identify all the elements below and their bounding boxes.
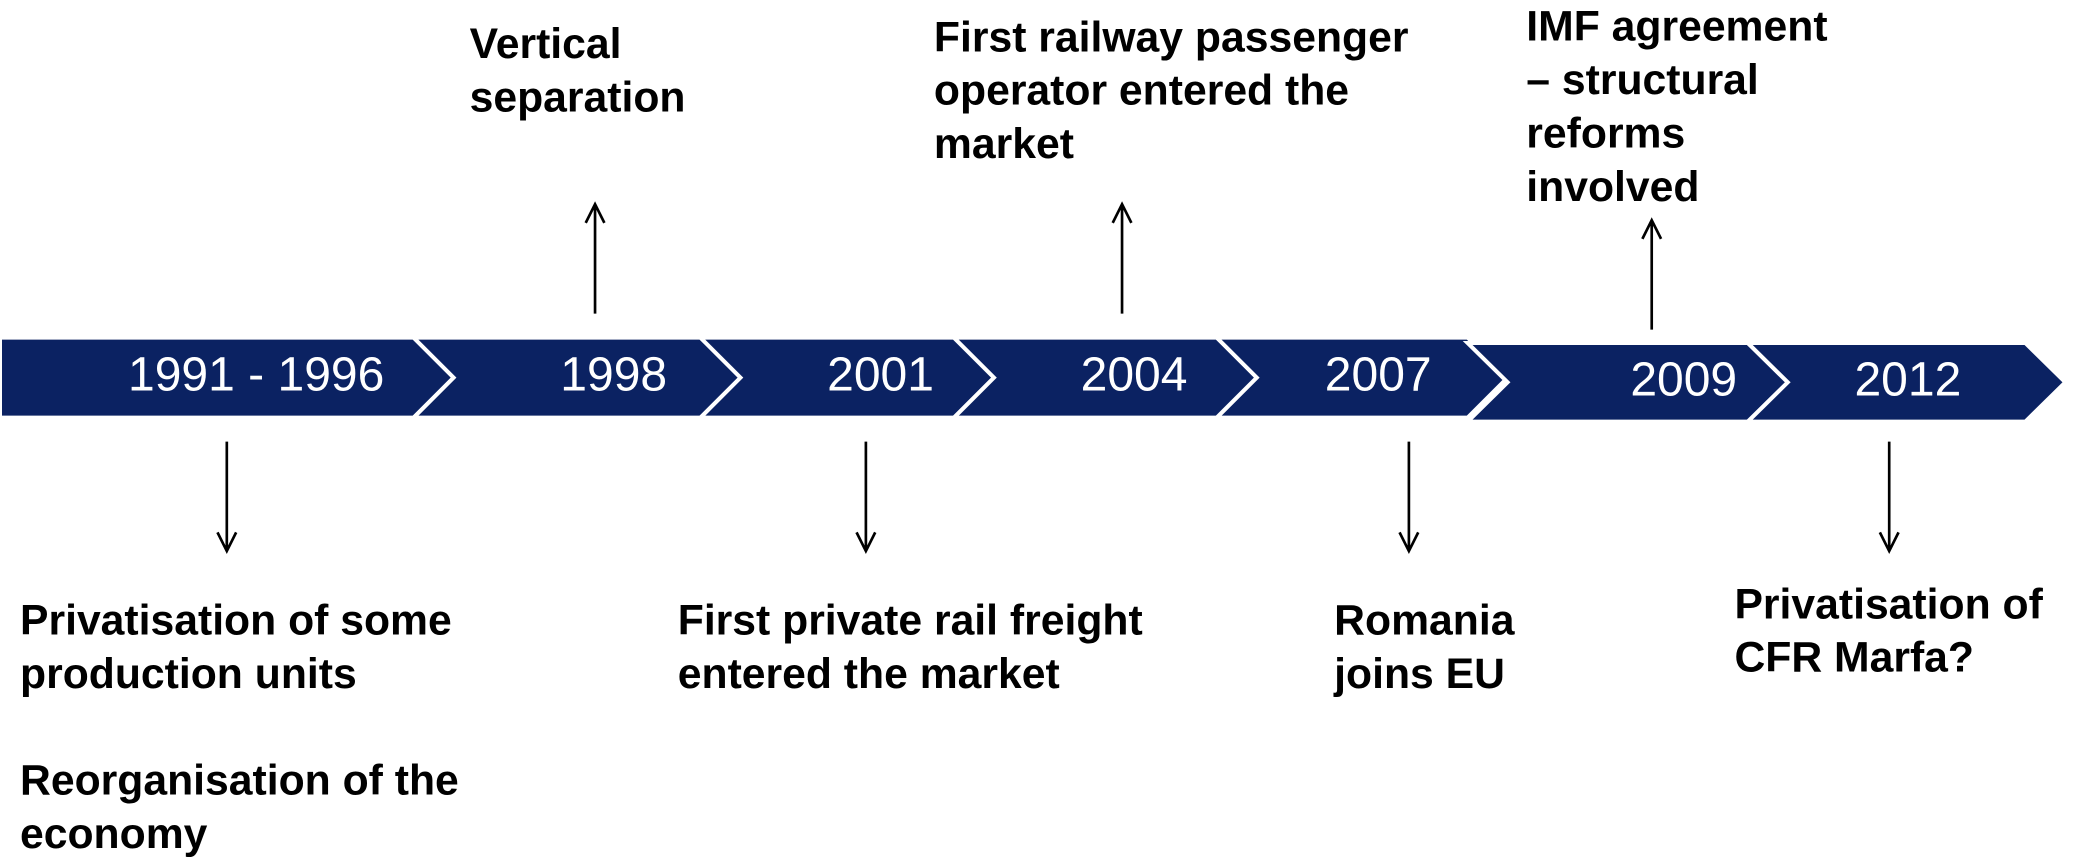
event-text: reforms <box>1526 109 1685 157</box>
event-text: – structural <box>1526 56 1759 104</box>
year-label: 1998 <box>560 348 667 401</box>
year-label: 1991 - 1996 <box>128 348 384 401</box>
chevron <box>1462 340 1791 424</box>
event-text: entered the market <box>678 650 1060 698</box>
event-text: economy <box>20 810 208 858</box>
event-text: market <box>934 120 1074 168</box>
event-text: involved <box>1526 163 1699 211</box>
year-label: 2004 <box>1081 348 1188 401</box>
event-text: Privatisation of some <box>20 596 452 644</box>
arrow <box>216 441 238 555</box>
year-label: 2001 <box>827 348 934 401</box>
arrow <box>855 441 877 555</box>
event-text: First railway passenger <box>934 13 1409 61</box>
year-label: 2012 <box>1854 354 1961 407</box>
arrow <box>1878 441 1900 555</box>
event-text: Vertical <box>470 20 622 68</box>
arrow <box>1111 201 1133 314</box>
arrow <box>1641 217 1663 330</box>
event-text: production units <box>20 650 357 698</box>
event-text: Reorganisation of the <box>20 757 459 805</box>
year-label: 2007 <box>1325 348 1432 401</box>
event-text: First private rail freight <box>678 596 1143 644</box>
year-label: 2009 <box>1630 354 1737 407</box>
event-text: Romania <box>1334 596 1516 644</box>
event-text: IMF agreement <box>1526 3 1827 51</box>
event-text: Privatisation of <box>1734 580 2043 628</box>
event-text: operator entered the <box>934 67 1349 115</box>
chevron <box>1742 340 2069 424</box>
event-text: joins EU <box>1333 650 1505 698</box>
event-text: CFR Marfa? <box>1734 634 1974 682</box>
arrow <box>1398 441 1420 555</box>
event-text: separation <box>470 73 686 121</box>
chevron <box>1211 335 1511 420</box>
arrow <box>584 201 606 314</box>
